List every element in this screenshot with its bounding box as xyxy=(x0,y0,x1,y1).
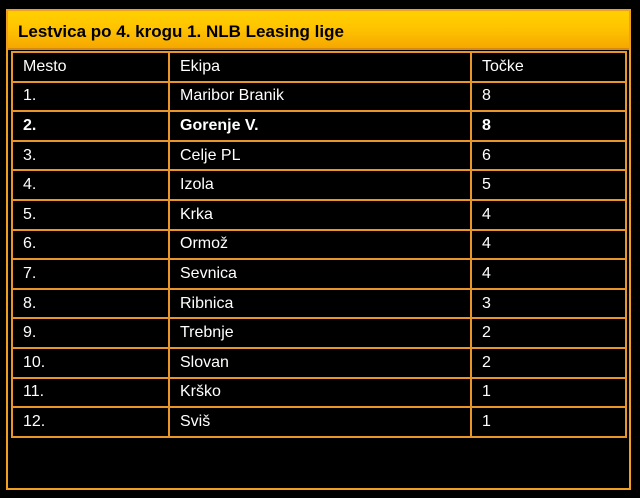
team-cell: Gorenje V. xyxy=(168,110,472,142)
table-row: 8. Ribnica 3 xyxy=(11,287,627,320)
column-header-place: Mesto xyxy=(11,51,170,83)
points-cell: 4 xyxy=(470,198,627,231)
points-cell: 3 xyxy=(470,287,627,320)
table-row: 6. Ormož 4 xyxy=(11,228,627,261)
team-cell: Trebnje xyxy=(168,317,472,349)
team-cell: Maribor Branik xyxy=(168,80,472,113)
points-cell: 1 xyxy=(470,406,627,438)
table-row: 7. Sevnica 4 xyxy=(11,258,627,290)
table-row: 11. Krško 1 xyxy=(11,376,627,409)
place-cell: 5. xyxy=(11,198,170,231)
table-row: 4. Izola 5 xyxy=(11,169,627,201)
points-cell: 5 xyxy=(470,169,627,201)
place-cell: 2. xyxy=(11,110,170,142)
team-cell: Ribnica xyxy=(168,287,472,320)
table-row: 12. Sviš 1 xyxy=(11,406,627,438)
team-cell: Ormož xyxy=(168,228,472,261)
table-row: 1. Maribor Branik 8 xyxy=(11,80,627,113)
place-cell: 7. xyxy=(11,258,170,290)
team-cell: Sevnica xyxy=(168,258,472,290)
team-cell: Izola xyxy=(168,169,472,201)
standings-panel: Lestvica po 4. krogu 1. NLB Leasing lige… xyxy=(6,9,631,490)
header-row: Mesto Ekipa Točke xyxy=(11,51,627,83)
team-cell: Krka xyxy=(168,198,472,231)
table-row: 5. Krka 4 xyxy=(11,198,627,231)
points-cell: 8 xyxy=(470,110,627,142)
column-header-team: Ekipa xyxy=(168,51,472,83)
place-cell: 6. xyxy=(11,228,170,261)
standings-table: Mesto Ekipa Točke 1. Maribor Branik 8 2.… xyxy=(11,51,627,438)
team-cell: Krško xyxy=(168,376,472,409)
place-cell: 9. xyxy=(11,317,170,349)
team-cell: Slovan xyxy=(168,346,472,379)
title-bar: Lestvica po 4. krogu 1. NLB Leasing lige xyxy=(8,11,629,50)
column-header-points: Točke xyxy=(470,51,627,83)
place-cell: 4. xyxy=(11,169,170,201)
place-cell: 10. xyxy=(11,346,170,379)
points-cell: 4 xyxy=(470,228,627,261)
table-row: 3. Celje PL 6 xyxy=(11,139,627,172)
standings-title: Lestvica po 4. krogu 1. NLB Leasing lige xyxy=(18,22,344,41)
points-cell: 6 xyxy=(470,139,627,172)
table-row: 10. Slovan 2 xyxy=(11,346,627,379)
points-cell: 2 xyxy=(470,317,627,349)
team-cell: Sviš xyxy=(168,406,472,438)
points-cell: 8 xyxy=(470,80,627,113)
place-cell: 12. xyxy=(11,406,170,438)
place-cell: 8. xyxy=(11,287,170,320)
points-cell: 2 xyxy=(470,346,627,379)
place-cell: 3. xyxy=(11,139,170,172)
place-cell: 1. xyxy=(11,80,170,113)
points-cell: 1 xyxy=(470,376,627,409)
points-cell: 4 xyxy=(470,258,627,290)
team-cell: Celje PL xyxy=(168,139,472,172)
place-cell: 11. xyxy=(11,376,170,409)
table-row: 9. Trebnje 2 xyxy=(11,317,627,349)
table-row: 2. Gorenje V. 8 xyxy=(11,110,627,142)
